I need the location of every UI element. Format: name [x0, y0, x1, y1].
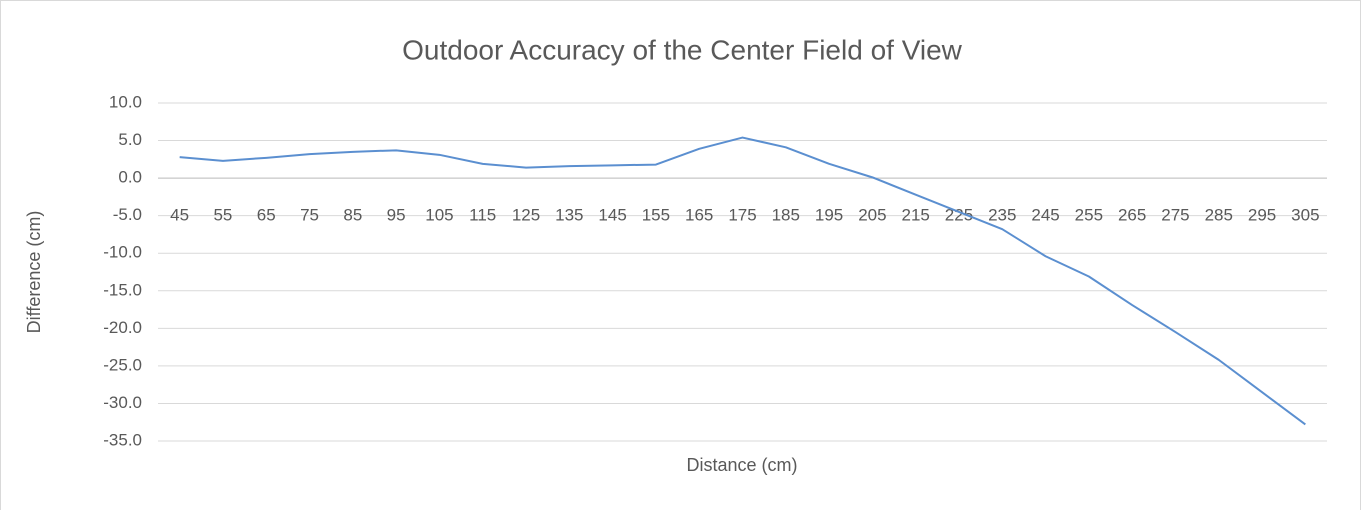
x-tick-label: 165: [685, 206, 713, 225]
x-tick-label: 185: [772, 206, 800, 225]
x-tick-label: 215: [901, 206, 929, 225]
x-tick-label: 65: [257, 206, 276, 225]
x-tick-label: 275: [1161, 206, 1189, 225]
x-tick-label: 95: [387, 206, 406, 225]
x-tick-label: 55: [213, 206, 232, 225]
x-tick-label: 195: [815, 206, 843, 225]
y-tick-label: 5.0: [118, 130, 142, 149]
y-tick-label: -25.0: [103, 355, 142, 374]
x-tick-label: 75: [300, 206, 319, 225]
x-tick-label: 155: [642, 206, 670, 225]
y-tick-label: 10.0: [109, 92, 142, 111]
y-axis-label: Difference (cm): [24, 211, 44, 334]
y-tick-label: -5.0: [113, 205, 142, 224]
data-line: [179, 136, 1306, 426]
x-tick-label: 255: [1075, 206, 1103, 225]
x-tick-label: 285: [1205, 206, 1233, 225]
x-tick-label: 295: [1248, 206, 1276, 225]
x-tick-label: 205: [858, 206, 886, 225]
x-tick-label: 145: [598, 206, 626, 225]
x-axis-label: Distance (cm): [686, 455, 797, 475]
y-tick-label: -15.0: [103, 280, 142, 299]
y-tick-label: -30.0: [103, 393, 142, 412]
y-tick-label: -10.0: [103, 243, 142, 262]
x-tick-label: 245: [1031, 206, 1059, 225]
x-tick-label: 85: [343, 206, 362, 225]
x-tick-label: 235: [988, 206, 1016, 225]
y-tick-label: -35.0: [103, 430, 142, 449]
x-tick-label: 115: [469, 206, 496, 225]
x-tick-label: 225: [945, 206, 973, 225]
x-tick-label: 265: [1118, 206, 1146, 225]
x-tick-label: 45: [170, 206, 189, 225]
x-tick-label: 135: [555, 206, 583, 225]
x-tick-label: 105: [425, 206, 453, 225]
y-tick-label: 0.0: [118, 168, 142, 187]
x-tick-label: 305: [1291, 206, 1319, 225]
y-tick-label: -20.0: [103, 318, 142, 337]
x-tick-label: 125: [512, 206, 540, 225]
x-tick-label: 175: [728, 206, 756, 225]
chart-title: Outdoor Accuracy of the Center Field of …: [402, 34, 963, 65]
